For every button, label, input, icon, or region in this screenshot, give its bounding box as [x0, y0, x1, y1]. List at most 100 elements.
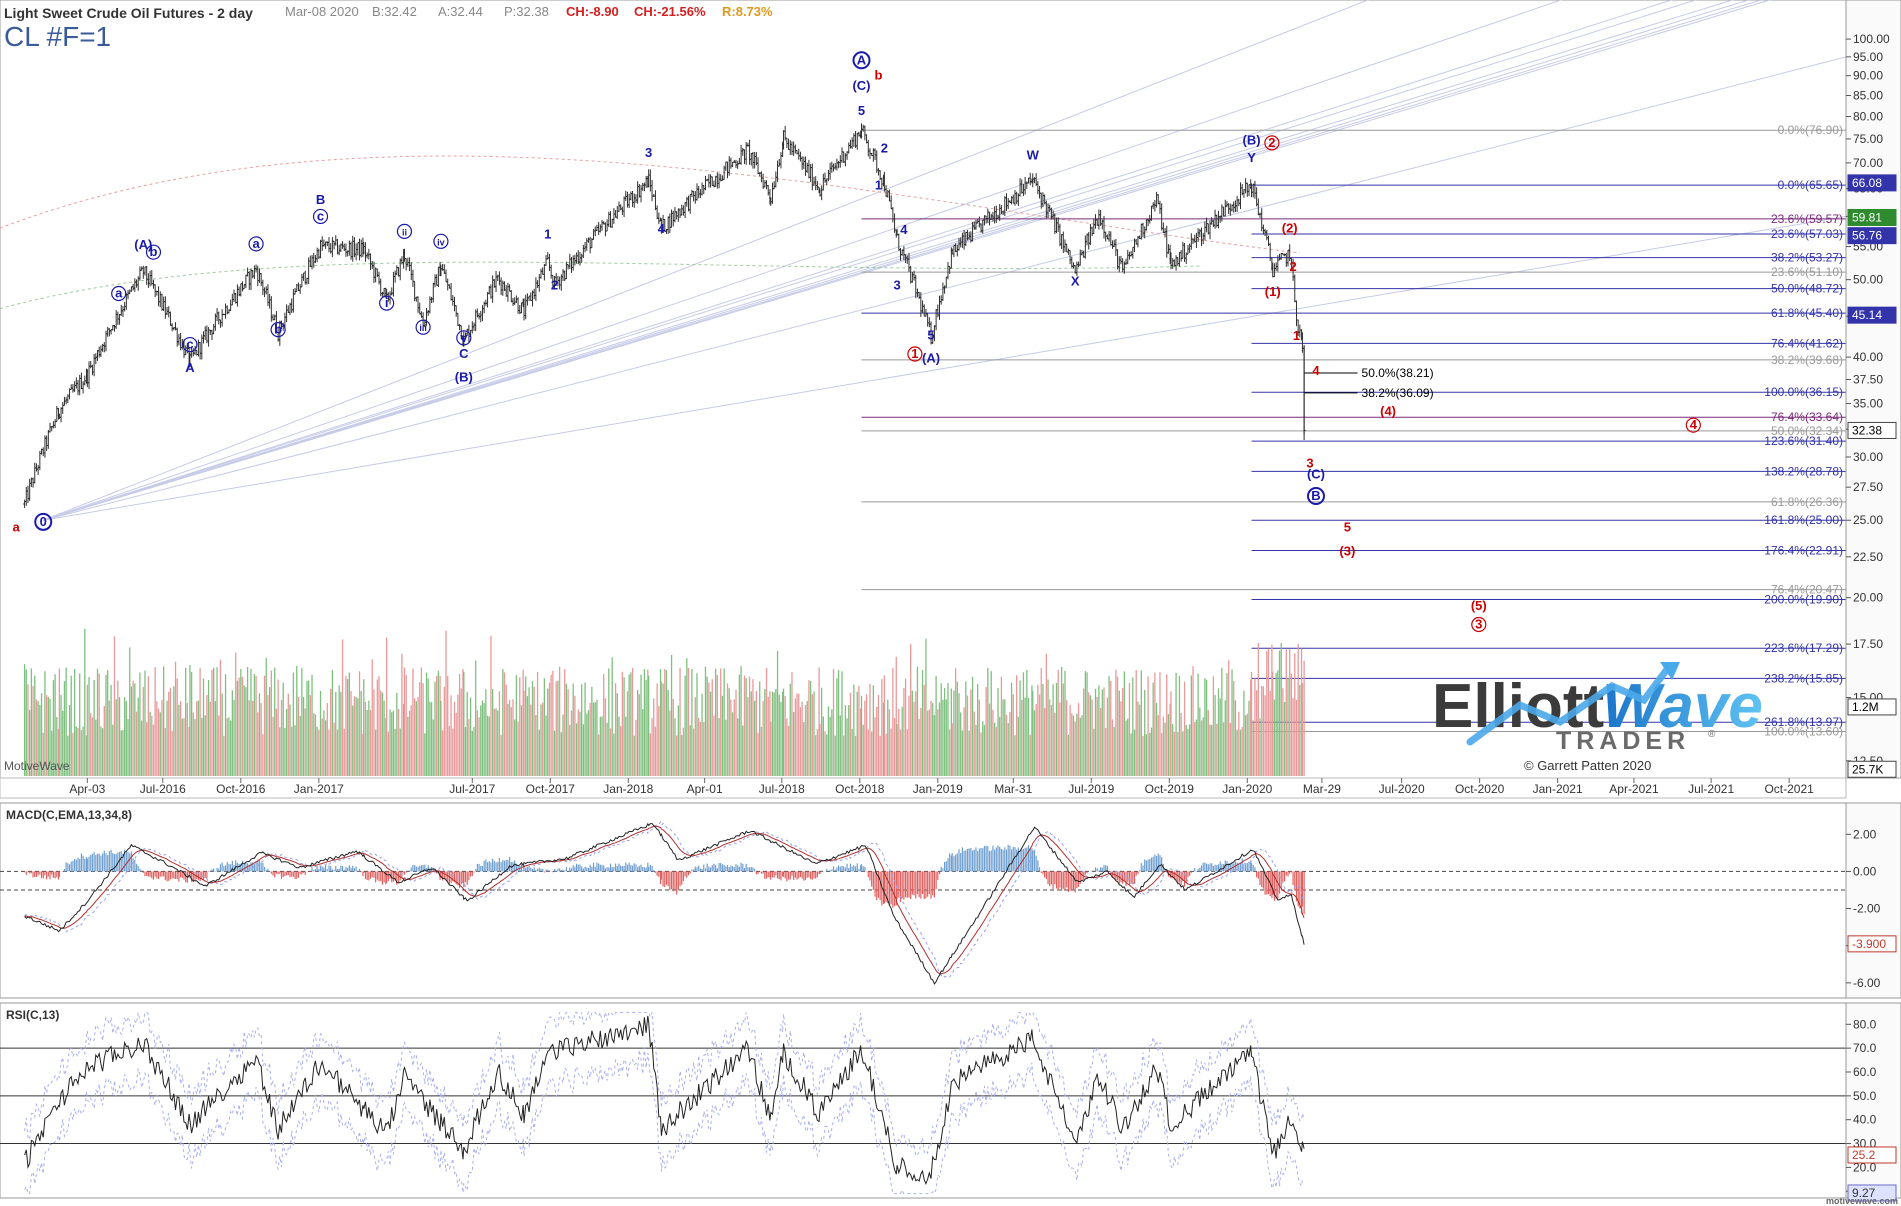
fib-label: 238.2%(15.85): [1764, 671, 1843, 685]
wave-circle: [1471, 616, 1487, 633]
wave-label: a: [115, 285, 123, 300]
macd-last-label: -3.900: [1852, 937, 1886, 951]
time-tick-label: Mar-29: [1303, 782, 1341, 796]
wave-label: 2: [881, 141, 888, 156]
wave-circle: [396, 223, 413, 240]
wave-circle: [248, 236, 264, 252]
rsi-last-label: 25.2: [1852, 1148, 1876, 1162]
chart-title: Light Sweet Crude Oil Futures - 2 day: [4, 5, 253, 21]
price-tick-label: 50.00: [1853, 273, 1883, 287]
fib-label: 0.0%(76.90): [1778, 123, 1843, 137]
price-markers: 66.08 59.81 56.76 45.14 32.38 1.2M 25.7K: [1847, 174, 1897, 778]
fib-label: 38.2%(53.27): [1771, 251, 1843, 265]
time-tick-label: Jul-2020: [1379, 782, 1425, 796]
rsi-last-box: [1847, 1146, 1897, 1164]
wave-label: ii: [402, 227, 407, 237]
wave-circle: [1306, 487, 1325, 506]
time-tick-label: Apr-01: [687, 782, 723, 796]
rsi-tick-label: 40.0: [1853, 1113, 1877, 1127]
wave-label: (B): [455, 369, 473, 384]
wave-label: 2: [1268, 135, 1275, 150]
rsi-pane[interactable]: RSI(C,13): [0, 1002, 1847, 1199]
rsi-tick-label: 50.0: [1853, 1089, 1877, 1103]
fib-label: 23.6%(51.10): [1771, 265, 1843, 279]
rsi-lines: [0, 1010, 1846, 1195]
price-pane[interactable]: 0.0%(76.90)0.0%(65.65)23.6%(59.57)23.6%(…: [0, 0, 1847, 779]
quote-change-pct: CH:-21.56%: [634, 4, 706, 19]
svg-text:Wave: Wave: [1602, 672, 1763, 741]
price-marker-box: [1847, 421, 1897, 439]
wave-label: (4): [1380, 404, 1396, 419]
rsi-axis[interactable]: 80.070.060.050.040.030.020.010.025.29.27: [1845, 1002, 1901, 1202]
wave-label: 0: [40, 514, 47, 529]
wave-label: 4: [658, 221, 666, 236]
price-marker-label: 1.2M: [1852, 700, 1879, 714]
price-marker-label: 56.76: [1852, 229, 1882, 243]
quote-price: P:32.38: [504, 4, 549, 19]
wave-label: B: [316, 192, 325, 207]
price-tick-label: 40.00: [1853, 350, 1883, 364]
fib-label: 123.6%(31.40): [1764, 434, 1843, 448]
wave-label: Y: [1247, 150, 1256, 165]
wave-label: (C): [852, 78, 870, 93]
macd-tick-label: 2.00: [1853, 827, 1877, 841]
macd-axis[interactable]: 2.000.00-2.00-4.00-6.00-3.900: [1845, 802, 1901, 999]
time-tick-label: Jan-2018: [603, 782, 653, 796]
wave-label: 5: [1344, 520, 1351, 535]
wave-circle: [379, 295, 395, 311]
time-tick-label: Jul-2019: [1068, 782, 1114, 796]
price-tick-label: 100.00: [1853, 32, 1890, 46]
wave-circle: [182, 336, 198, 353]
time-tick-label: Oct-2021: [1764, 782, 1814, 796]
fib-label: 0.0%(65.65): [1778, 178, 1843, 192]
price-tick-label: 75.00: [1853, 132, 1883, 146]
wave-label: c: [186, 337, 193, 352]
fib-label: 161.8%(25.00): [1764, 513, 1843, 527]
elliott-wave-logo: Elliott Wave TRADER ® © Garrett Patten 2…: [1432, 662, 1763, 773]
price-tick-label: 25.00: [1853, 513, 1883, 527]
price-tick-label: 30.00: [1853, 450, 1883, 464]
wave-label: 3: [893, 278, 900, 293]
price-tick-label: 17.50: [1853, 637, 1883, 651]
time-tick-label: Apr-2021: [1609, 782, 1659, 796]
fan-line: [43, 0, 1370, 521]
copyright: © Garrett Patten 2020: [1524, 758, 1651, 773]
wave-label: v: [460, 330, 468, 345]
wave-label: c: [317, 208, 324, 223]
wave-label: A: [185, 360, 195, 375]
wave-label: 4: [1312, 363, 1320, 378]
wave-label: b: [274, 322, 282, 337]
fib-label: 76.4%(33.64): [1771, 410, 1843, 424]
wave-label: (C): [1307, 466, 1325, 481]
fan-line: [43, 215, 1847, 521]
rsi-tick-label: 80.0: [1853, 1017, 1877, 1031]
price-tick-label: 70.00: [1853, 156, 1883, 170]
wave-circle: [852, 51, 871, 70]
time-axis[interactable]: Apr-03 Jul-2016 Oct-2016 Jan-2017 Jul-2017 Oc…: [0, 777, 1847, 799]
time-tick-label: Oct-2017: [526, 782, 576, 796]
wave-label: 4: [900, 222, 908, 237]
price-axis[interactable]: 100.0095.0090.0085.0080.0075.0070.0065.0…: [1845, 0, 1901, 779]
wave-label: 1: [1293, 328, 1300, 343]
macd-line: [24, 822, 1305, 985]
rsi-tick-label: 70.0: [1853, 1041, 1877, 1055]
price-marker-box: [1847, 698, 1897, 716]
fib-label: 100.0%(36.15): [1764, 385, 1843, 399]
wave-label: b: [149, 244, 157, 259]
price-tick-label: 90.00: [1853, 69, 1883, 83]
price-tick-label: 20.00: [1853, 591, 1883, 605]
wave-circle: [433, 233, 449, 249]
price-tick-label: 80.00: [1853, 110, 1883, 124]
price-marker-label: 32.38: [1852, 423, 1882, 437]
footer-brand: motivewave.com: [1826, 1196, 1898, 1206]
short-fib-label: 38.2%(36.09): [1362, 386, 1434, 400]
price-marker-label: 25.7K: [1852, 762, 1883, 776]
wave-label: 1: [544, 226, 551, 241]
wave-label: (5): [1471, 598, 1487, 613]
price-candles: [23, 123, 1306, 508]
wave-label: 5: [858, 103, 865, 118]
macd-pane[interactable]: MACD(C,EMA,13,34,8): [0, 802, 1847, 999]
macd-tick-label: -2.00: [1853, 902, 1881, 916]
price-tick-label: 35.00: [1853, 396, 1883, 410]
time-tick-label: Apr-03: [69, 782, 105, 796]
